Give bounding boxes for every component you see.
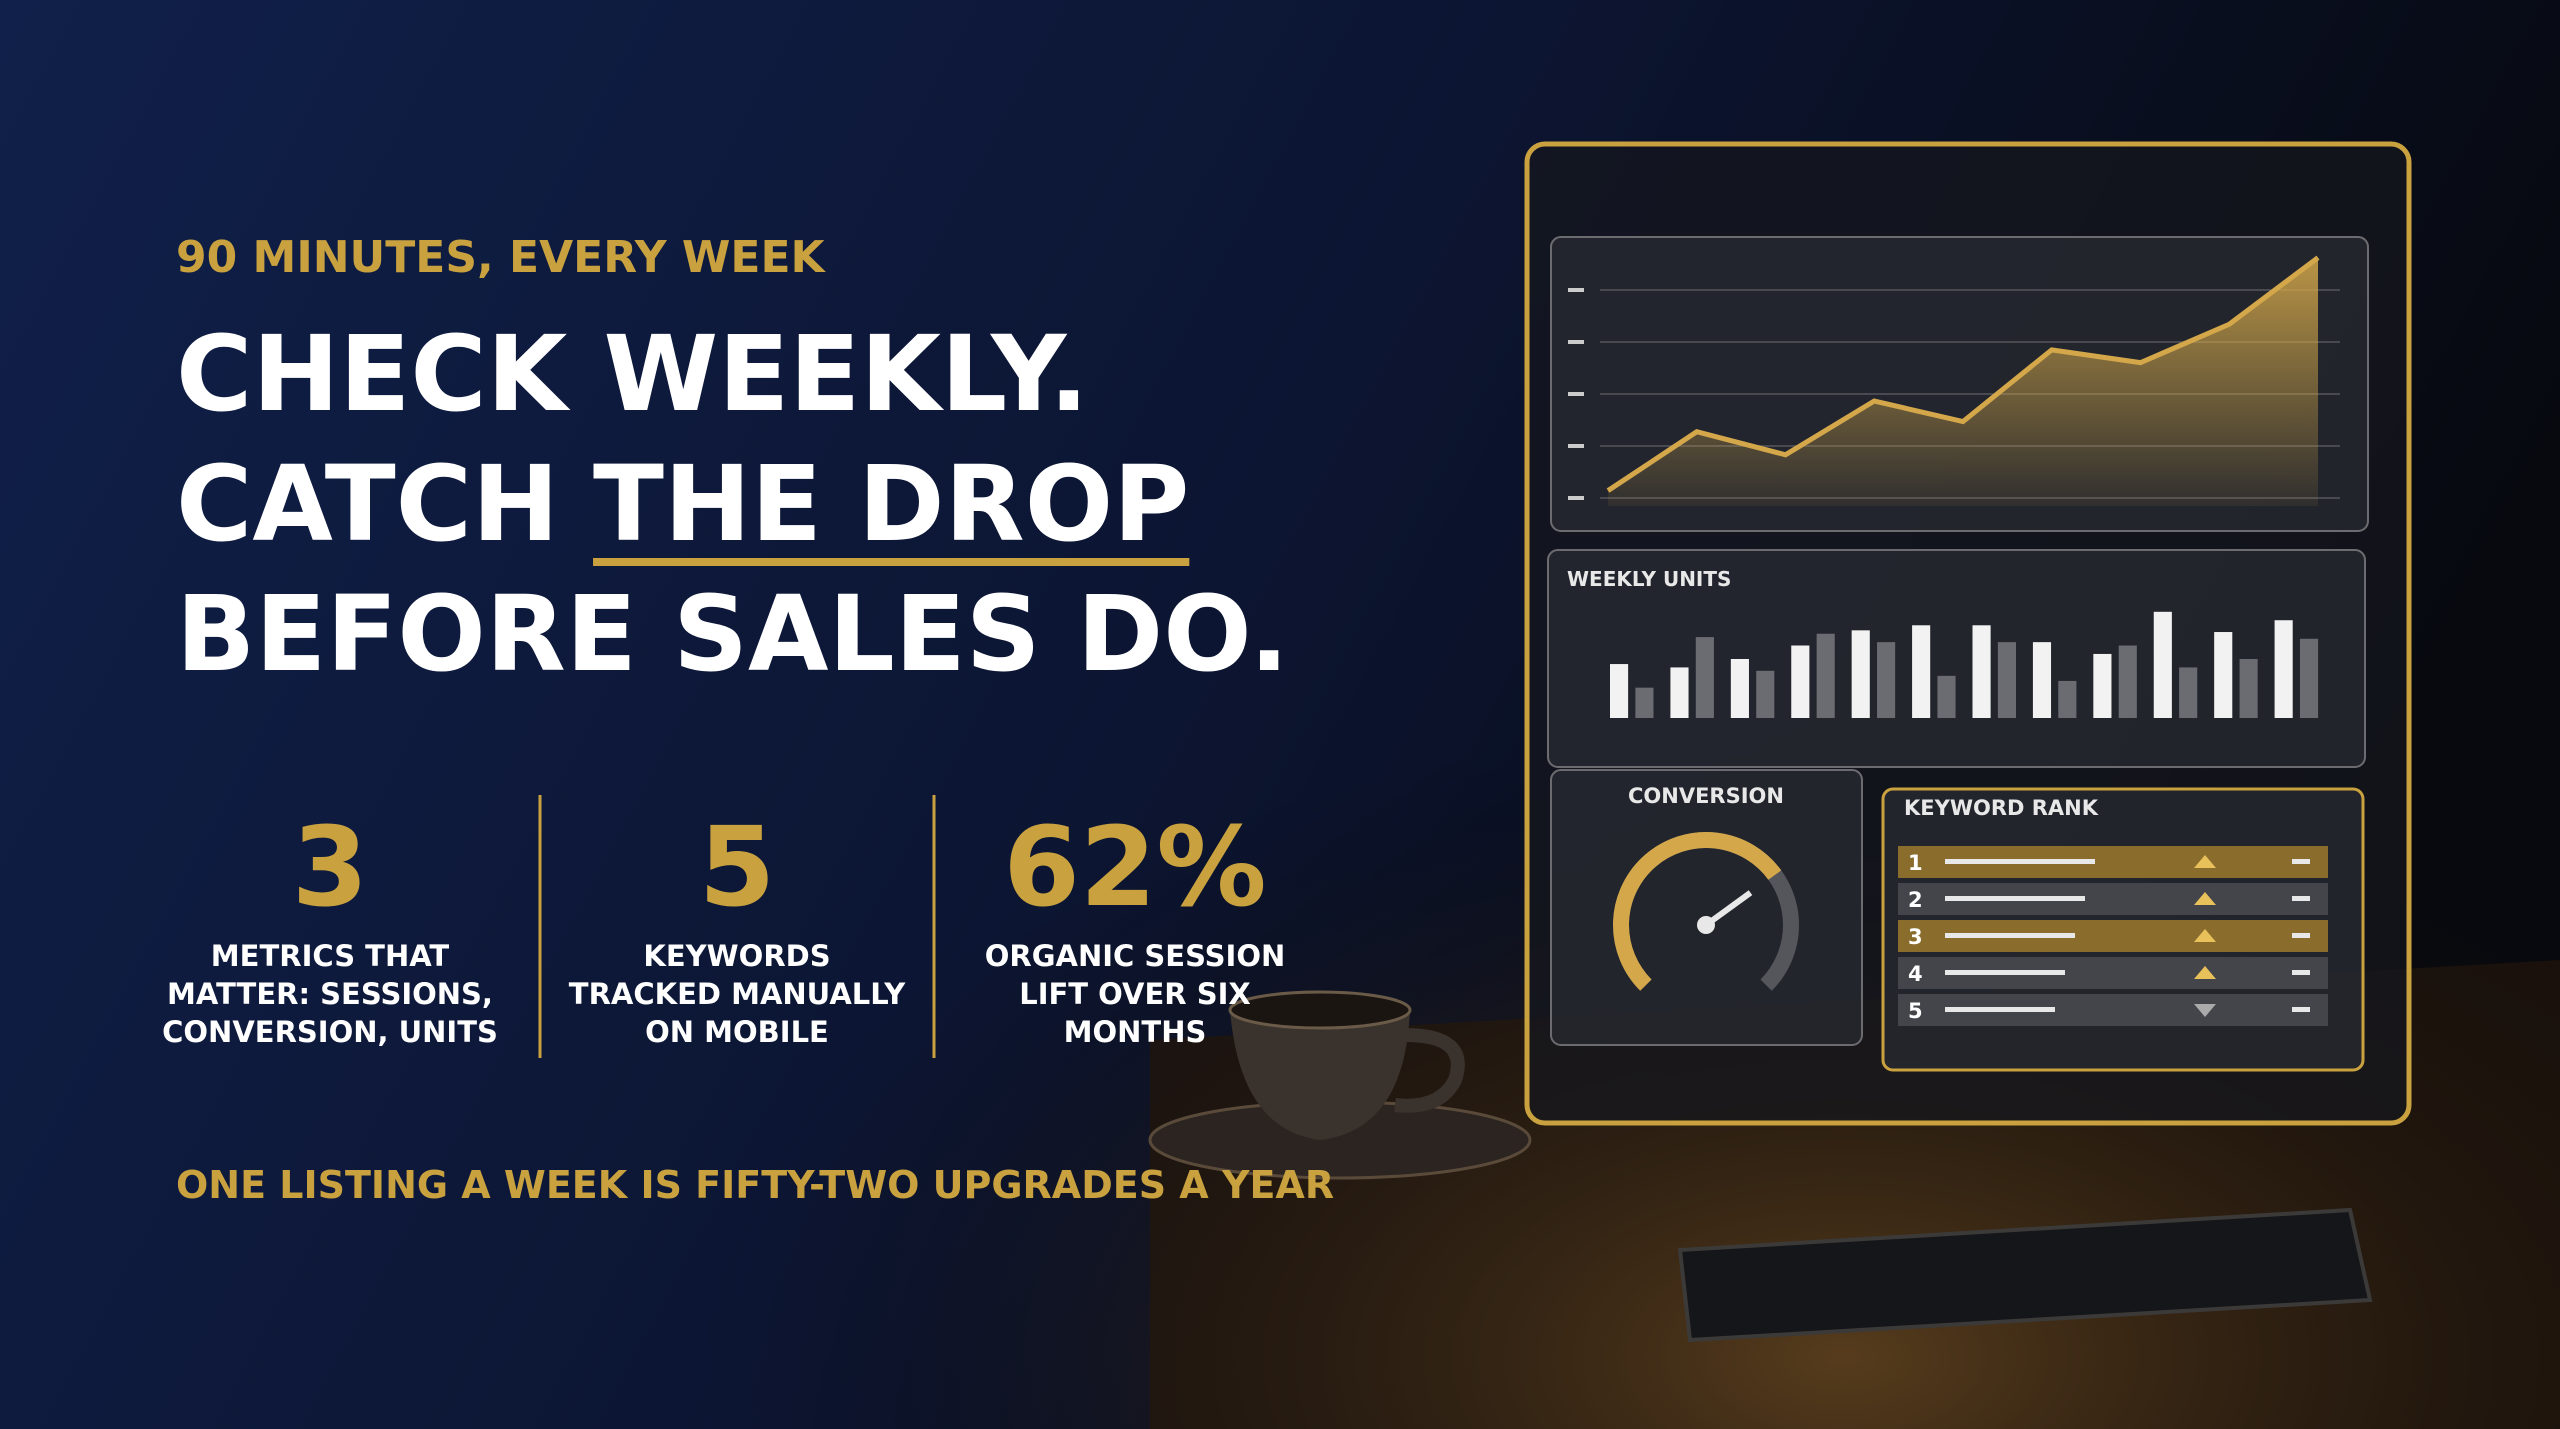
tick-dash xyxy=(1568,340,1584,344)
gauge-needle xyxy=(1704,890,1753,928)
stat-label: TRACKED MANUALLY xyxy=(569,977,906,1011)
headline-underlined: THE DROP xyxy=(593,443,1189,565)
headline-line: CHECK WEEKLY. xyxy=(176,313,1089,435)
stat-label: KEYWORDS xyxy=(643,939,830,973)
unit-bar xyxy=(1912,625,1931,718)
tick-dash xyxy=(1568,392,1584,396)
unit-bar xyxy=(2179,667,2198,718)
gauge-value xyxy=(1613,832,1782,991)
unit-bar xyxy=(1670,667,1689,718)
rank-bar xyxy=(1945,896,2085,901)
unit-bar xyxy=(2239,659,2258,718)
rank-arrow xyxy=(2194,1004,2216,1017)
stat-number: 3 xyxy=(292,803,369,931)
rank-arrow xyxy=(2194,855,2216,868)
stat-label: ON MOBILE xyxy=(645,1015,829,1049)
rank-number: 2 xyxy=(1908,888,1923,912)
stat-label: LIFT OVER SIX xyxy=(1019,977,1251,1011)
unit-bar xyxy=(1972,625,1991,718)
cup-handle xyxy=(1394,1028,1465,1113)
kicker: 90 MINUTES, EVERY WEEK xyxy=(176,232,827,283)
unit-bar xyxy=(1610,664,1629,718)
headline-line: CATCH xyxy=(176,443,559,565)
stat-label: CONVERSION, UNITS xyxy=(162,1015,498,1049)
unit-bar xyxy=(2093,653,2112,718)
cup xyxy=(1230,1010,1410,1140)
unit-bar xyxy=(1877,642,1896,718)
gauge-hub xyxy=(1697,916,1715,934)
stat-label: METRICS THAT xyxy=(211,939,450,973)
rank-bar xyxy=(1945,933,2075,938)
rank-number: 3 xyxy=(1908,925,1923,949)
rank-bar xyxy=(1945,970,2065,975)
tick-dash xyxy=(1568,496,1584,500)
stat-number: 62% xyxy=(1003,803,1266,931)
trend-area xyxy=(1608,257,2318,506)
unit-bar xyxy=(2299,638,2319,718)
rank-arrow xyxy=(2194,966,2216,979)
units-title: WEEKLY UNITS xyxy=(1567,567,1731,591)
unit-bar xyxy=(1937,675,1956,718)
rank-bar xyxy=(1945,1007,2055,1012)
unit-bar xyxy=(2058,680,2077,718)
rank-number: 5 xyxy=(1908,999,1923,1023)
unit-bar xyxy=(1791,645,1810,718)
unit-bar xyxy=(2274,620,2293,718)
rank-arrow xyxy=(2194,892,2216,905)
rank-arrow xyxy=(2194,929,2216,942)
rank-dash xyxy=(2292,933,2310,938)
unit-bar xyxy=(1730,659,1749,718)
cup-rim xyxy=(1228,990,1412,1030)
unit-bar xyxy=(1756,670,1775,718)
unit-bar xyxy=(2118,645,2137,718)
stat-label: MONTHS xyxy=(1064,1015,1207,1049)
unit-bar xyxy=(2153,611,2172,718)
keyword-title: KEYWORD RANK xyxy=(1904,796,2099,820)
rank-number: 1 xyxy=(1908,851,1923,875)
tick-dash xyxy=(1568,288,1584,292)
unit-bar xyxy=(1695,637,1714,718)
stat-label: ORGANIC SESSION xyxy=(985,939,1286,973)
unit-bar xyxy=(2214,632,2233,718)
conversion-panel xyxy=(1550,769,1863,1046)
underline xyxy=(593,558,1190,566)
rank-dash xyxy=(2292,1007,2310,1012)
rank-number: 4 xyxy=(1908,962,1923,986)
unit-bar xyxy=(1635,687,1654,718)
tick-dash xyxy=(1568,444,1584,448)
stat-number: 5 xyxy=(699,803,776,931)
headline-line: BEFORE SALES DO. xyxy=(176,573,1289,695)
unit-bar xyxy=(1997,642,2016,718)
rank-dash xyxy=(2292,859,2310,864)
rank-dash xyxy=(2292,970,2310,975)
rank-bar xyxy=(1945,859,2095,864)
rank-dash xyxy=(2292,896,2310,901)
stat-label: MATTER: SESSIONS, xyxy=(167,977,493,1011)
unit-bar xyxy=(2032,642,2052,718)
footer: ONE LISTING A WEEK IS FIFTY-TWO UPGRADES… xyxy=(176,1163,1334,1207)
trend-line xyxy=(1606,255,2320,493)
unit-bar xyxy=(1851,630,1870,718)
notebook xyxy=(1677,1207,2373,1343)
unit-bar xyxy=(1816,633,1835,718)
conversion-title: CONVERSION xyxy=(1628,784,1784,808)
